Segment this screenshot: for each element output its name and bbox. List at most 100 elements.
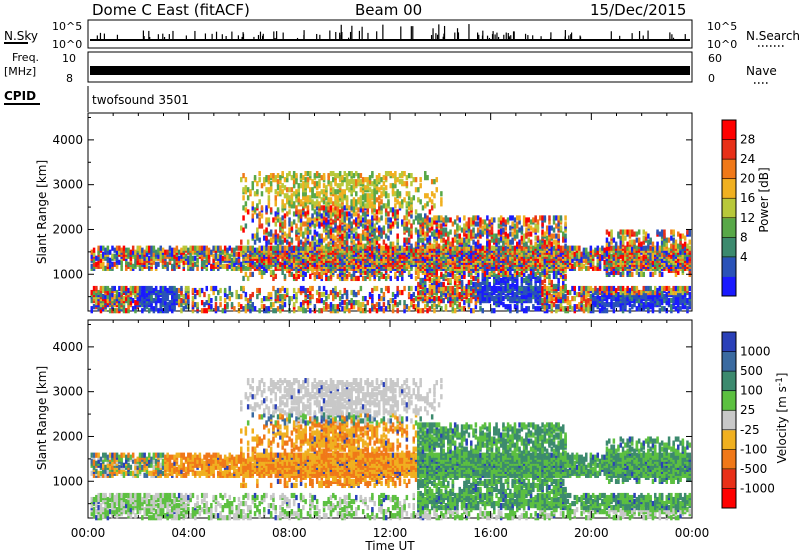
power-cell <box>320 291 324 298</box>
power-cell <box>295 189 298 195</box>
power-cell <box>437 233 441 239</box>
power-cell <box>338 219 342 225</box>
power-cell <box>258 261 261 267</box>
power-cell <box>240 225 243 231</box>
power-cell <box>334 304 337 310</box>
power-cell <box>541 291 544 298</box>
power-cell <box>552 215 556 221</box>
power-cell <box>366 225 370 231</box>
power-cell <box>435 269 439 275</box>
power-cell <box>543 215 547 221</box>
power-cell <box>529 273 533 280</box>
power-cell <box>391 211 395 217</box>
power-cell <box>412 291 416 298</box>
nsearch-label: N.Search <box>746 29 800 43</box>
power-cell <box>258 177 261 183</box>
power-cell <box>419 308 422 314</box>
power-cell <box>343 171 347 177</box>
power-cell <box>214 285 218 292</box>
power-cell <box>520 269 524 275</box>
power-cell <box>154 306 158 312</box>
power-cell <box>205 253 209 259</box>
power-cell <box>384 211 388 217</box>
power-cell <box>219 245 222 251</box>
power-cell <box>260 273 264 280</box>
power-cell <box>99 245 103 251</box>
power-cell <box>127 261 130 267</box>
power-cell <box>166 302 169 308</box>
power-cell <box>483 223 487 229</box>
power-cell <box>288 227 291 233</box>
power-cell <box>99 257 103 263</box>
power-cell <box>102 293 105 300</box>
power-cell <box>286 187 289 193</box>
freq-label: Freq. <box>12 51 39 64</box>
power-cell <box>281 300 284 306</box>
power-cell <box>177 298 181 304</box>
power-cell <box>196 265 199 271</box>
power-cell <box>260 304 264 310</box>
power-cell <box>306 195 310 201</box>
power-cell <box>552 219 556 225</box>
power-cell <box>394 300 397 306</box>
power-cell <box>373 233 376 239</box>
power-cell <box>313 173 317 179</box>
power-cell <box>378 177 381 183</box>
power-cell <box>375 308 379 314</box>
power-cell <box>327 241 330 247</box>
power-cell <box>306 287 310 294</box>
power-cell <box>398 269 402 275</box>
power-cell <box>516 289 519 296</box>
power-cell <box>283 213 287 219</box>
power-cell <box>435 215 439 221</box>
power-cell <box>251 302 255 308</box>
power-cell <box>345 195 349 201</box>
power-cell <box>125 308 128 314</box>
power-cell <box>472 281 475 288</box>
power-cell <box>375 197 379 203</box>
power-cell <box>424 231 427 237</box>
nsky-strip-frame <box>87 19 693 49</box>
power-cell <box>426 302 429 308</box>
power-cell <box>405 237 409 243</box>
power-cell <box>359 237 363 243</box>
power-cell <box>315 289 319 296</box>
power-cell <box>355 291 358 298</box>
power-cell <box>479 229 482 235</box>
power-cell <box>536 275 540 282</box>
power-cell <box>111 253 114 259</box>
power-cell <box>281 183 284 189</box>
power-cell <box>486 239 489 245</box>
power-cell <box>260 298 264 304</box>
power-cell <box>444 239 448 245</box>
power-cell <box>534 227 537 233</box>
power-cell <box>279 179 282 185</box>
power-cell <box>217 253 220 259</box>
power-cell <box>488 239 491 245</box>
power-cell <box>483 219 487 225</box>
power-cell <box>536 219 540 225</box>
power-cell <box>529 298 533 304</box>
power-cell <box>350 171 353 177</box>
power-cell <box>357 289 360 296</box>
power-cell <box>113 293 117 300</box>
power-cell <box>403 181 406 187</box>
power-cell <box>113 253 117 259</box>
power-cell <box>145 261 149 267</box>
power-cell <box>228 289 232 296</box>
power-cell <box>90 289 94 296</box>
power-cell <box>401 179 404 185</box>
power-cell <box>306 177 310 183</box>
power-cell <box>387 261 390 267</box>
power-cell <box>430 289 434 296</box>
power-cell <box>502 235 505 241</box>
power-cell <box>304 181 307 187</box>
power-cell <box>350 298 353 304</box>
power-cell <box>387 304 390 310</box>
power-cell <box>371 207 374 213</box>
power-cell <box>378 201 381 207</box>
power-cell <box>456 223 459 229</box>
power-cell <box>470 285 473 292</box>
power-cell <box>237 293 241 300</box>
power-cell <box>311 213 314 219</box>
